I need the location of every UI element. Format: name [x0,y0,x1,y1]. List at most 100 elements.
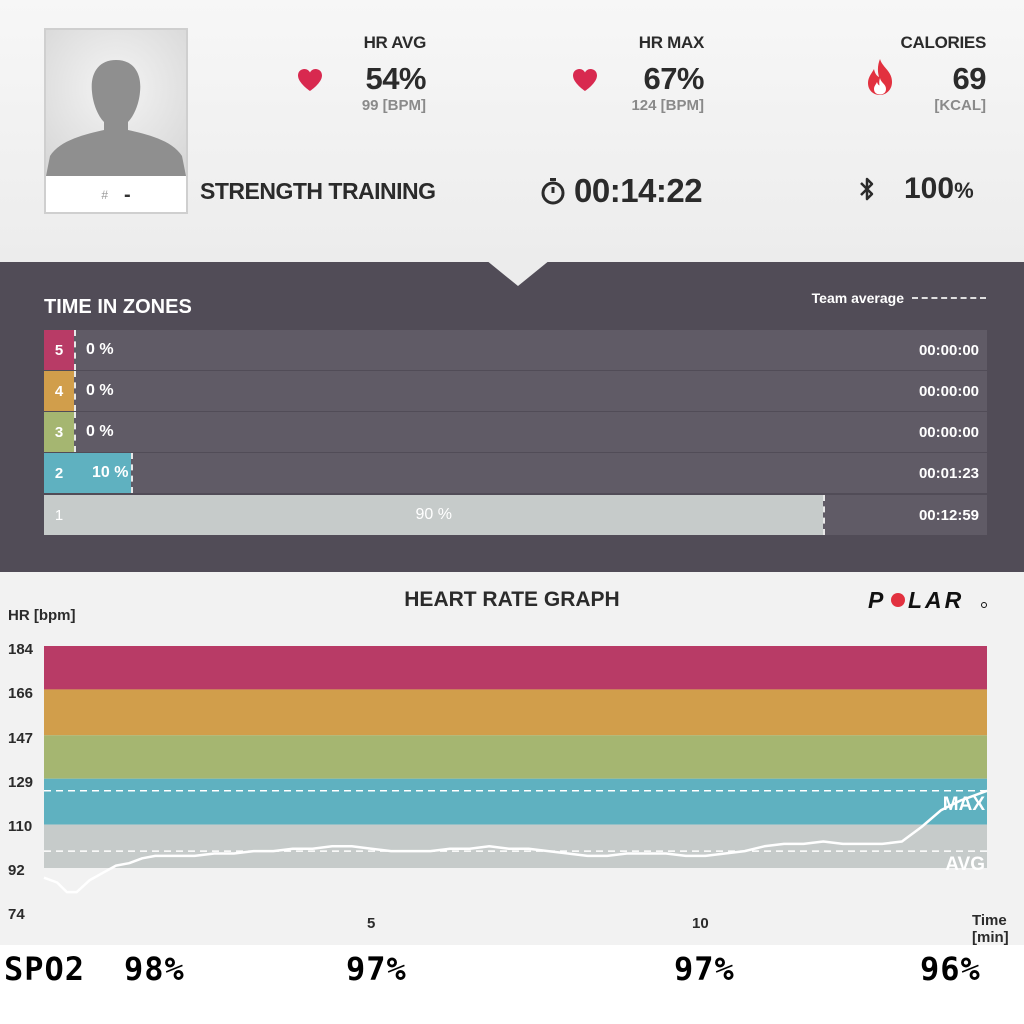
hr-avg-stat: HR AVG 54% 99 [BPM] [361,33,427,114]
x-tick-label: 10 [692,915,709,932]
x-axis-label-title: Time [972,912,1007,929]
zones-title: TIME IN ZONES [44,296,192,318]
zone-row-3: 3 0 % 00:00:00 [44,412,987,452]
hr-max-label: HR MAX [638,33,705,52]
svg-text:P: P [868,588,886,612]
calories-stat: CALORIES 69 [KCAL] [900,33,987,114]
zone-time: 00:00:00 [918,382,979,400]
zone-row-2: 2 10 % 00:01:23 [44,453,987,493]
hr-max-value: 67% [643,61,704,96]
zone-time: 00:00:00 [918,341,979,359]
polar-logo: P LAR [868,588,987,612]
zone-fill-bar [44,495,823,535]
battery-unit: % [954,178,974,203]
graph-title: HEART RATE GRAPH [404,588,620,611]
spo2-reading: 97% [674,950,735,988]
x-tick-label: 5 [367,915,376,932]
team-average-legend: Team average [812,290,986,306]
zone-fill-bar [44,453,131,493]
avg-line-label: AVG [945,854,985,875]
calories-label: CALORIES [900,33,987,52]
spo2-reading: 98% [124,950,185,988]
zone-band-4 [44,689,987,736]
zone-band-1 [44,824,987,868]
max-line-label: MAX [943,794,986,815]
team-average-marker [74,330,76,370]
stopwatch-icon [541,178,565,205]
bluetooth-icon [860,177,874,201]
zone-percent: 0 % [86,423,114,440]
y-tick-label: 184 [8,641,34,658]
zone-number: 5 [54,341,64,359]
timer-value: 00:14:22 [574,172,703,209]
battery-number: 100 [904,172,955,205]
team-average-marker [823,495,825,535]
hr-max-stat: HR MAX 67% 124 [BPM] [631,33,704,114]
zone-color-swatch [44,412,74,452]
y-tick-label: 166 [8,685,34,702]
activity-name: STRENGTH TRAINING [200,178,436,204]
zone-row-1: 1 90 % 00:12:59 [44,495,987,535]
panel-pointer [486,260,550,286]
zone-row-4: 4 0 % 00:00:00 [44,371,987,411]
spo2-strip [0,945,1024,1024]
zone-percent: 0 % [86,341,114,358]
zone-time: 00:01:23 [918,464,979,482]
person-silhouette-icon [46,30,186,176]
zone-band-3 [44,735,987,779]
avatar [46,30,186,176]
zone-number: 3 [54,423,64,441]
y-axis-label: HR [bpm] [8,607,76,624]
zone-band-2 [44,778,987,825]
player-header: # - HR AVG 54% 99 [BPM] HR MAX 67% 124 [… [0,0,1024,262]
battery-value: 100% [904,172,974,206]
x-axis-label-unit: [min] [972,929,1009,946]
player-card[interactable]: # - [44,28,188,214]
team-average-marker [74,371,76,411]
number-symbol: # [101,188,108,202]
heart-rate-chart: MAX AVG [43,646,988,894]
y-tick-label: 110 [8,818,33,835]
zone-color-swatch [44,330,74,370]
zone-band-5 [44,646,987,690]
y-tick-label: 74 [8,906,25,923]
zone-percent: 10 % [92,464,129,481]
y-tick-label: 147 [8,730,34,747]
zone-number: 1 [54,506,64,524]
team-average-line-sample [912,297,986,299]
x-axis-label: Time [min] [972,912,1009,946]
zone-row-5: 5 0 % 00:00:00 [44,330,987,370]
hr-max-bpm: 124 [BPM] [631,97,704,114]
calories-value: 69 [952,61,987,96]
spo2-label: SPO2 [4,950,86,988]
session-timer: 00:14:22 [540,172,703,210]
svg-text:LAR: LAR [908,588,964,612]
zone-percent: 90 % [415,506,452,523]
heart-icon [298,69,322,91]
hr-avg-label: HR AVG [363,33,427,52]
flame-icon [868,59,892,95]
team-average-label: Team average [811,290,904,306]
y-tick-label: 92 [8,862,25,879]
zone-time: 00:12:59 [918,506,979,524]
spo2-reading: 97% [346,950,407,988]
team-average-marker [131,453,133,493]
calories-unit: [KCAL] [934,97,986,114]
sensor-battery: 100% [858,172,974,206]
zone-color-swatch [44,371,74,411]
zone-number: 2 [54,464,64,482]
zone-number: 4 [54,382,64,400]
zone-percent: 0 % [86,382,114,399]
player-number: # - [46,178,186,212]
heart-icon [573,69,597,91]
hr-avg-value: 54% [365,61,426,96]
hr-avg-bpm: 99 [BPM] [361,97,426,114]
team-average-marker [74,412,76,452]
zone-time: 00:00:00 [918,423,979,441]
number-value: - [124,183,131,206]
y-tick-label: 129 [8,774,34,791]
heart-rate-series-line [43,789,988,894]
spo2-reading: 96% [920,950,981,988]
